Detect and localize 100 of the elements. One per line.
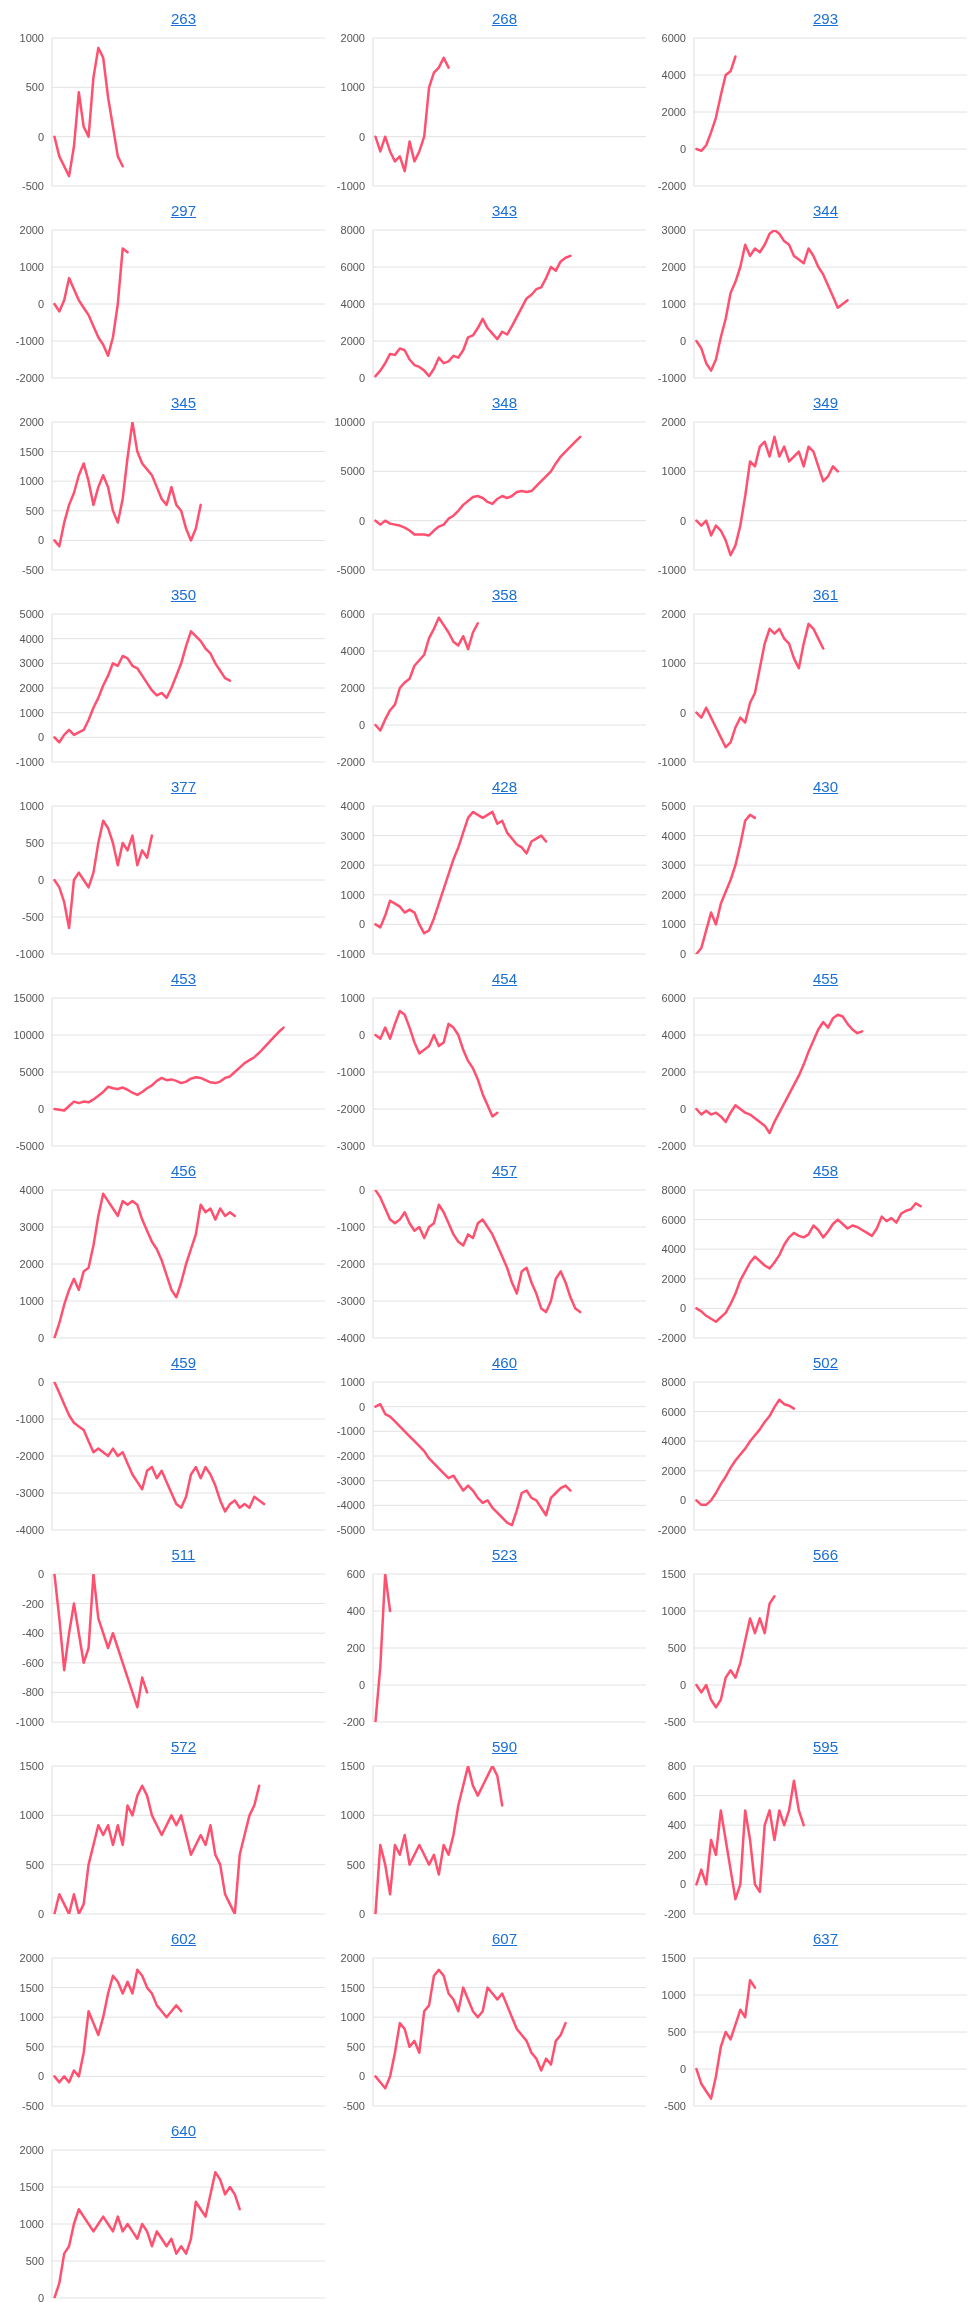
y-tick-label: 0 [679, 1494, 686, 1507]
y-tick-label: 6000 [340, 260, 365, 273]
y-tick-label: -800 [21, 1686, 44, 1699]
y-tick-label: 0 [358, 918, 365, 931]
y-tick-label: -4000 [336, 1499, 365, 1512]
y-tick-label: -2000 [657, 1523, 686, 1536]
y-tick-label: 0 [37, 2291, 44, 2302]
y-tick-label: 1500 [19, 445, 44, 458]
y-tick-label: -500 [342, 2099, 365, 2112]
y-tick-label: 1500 [19, 1759, 44, 1772]
chart-title: 637 [812, 1929, 839, 1949]
y-tick-label: -1000 [15, 334, 44, 347]
y-tick-label: 2000 [661, 888, 686, 901]
y-tick-label: 1000 [19, 2217, 44, 2230]
chart-title: 348 [491, 393, 518, 413]
y-tick-label: -2000 [15, 371, 44, 384]
y-tick-label: 0 [37, 1102, 44, 1115]
y-tick-label: 0 [358, 1028, 365, 1041]
line-series [374, 1766, 504, 1914]
chart-title: 523 [491, 1545, 518, 1565]
y-tick-label: -500 [21, 910, 44, 923]
y-tick-label: 1000 [340, 1809, 365, 1822]
y-tick-label: -500 [663, 2099, 686, 2112]
line-series [374, 1968, 567, 2090]
y-tick-label: 2000 [19, 1951, 44, 1964]
y-tick-label: 4000 [340, 297, 365, 310]
line-series [374, 1190, 582, 1314]
y-tick-label: 1000 [661, 1604, 686, 1617]
line-series [695, 1013, 864, 1135]
line-series [695, 1594, 776, 1709]
y-tick-label: -3000 [15, 1486, 44, 1499]
y-tick-label: 0 [37, 1907, 44, 1920]
y-tick-label: 0 [358, 1907, 365, 1920]
y-tick-label: -2000 [657, 1139, 686, 1152]
y-tick-label: 0 [37, 2070, 44, 2083]
y-tick-label: 2000 [340, 681, 365, 694]
y-tick-label: 4000 [340, 644, 365, 657]
line-series [374, 435, 582, 537]
y-tick-label: 1000 [340, 81, 365, 94]
y-tick-label: 0 [37, 1375, 44, 1388]
line-series [53, 1192, 237, 1338]
y-tick-label: 0 [358, 130, 365, 143]
y-tick-label: 1000 [340, 1375, 365, 1388]
y-tick-label: 1000 [661, 918, 686, 931]
y-tick-label: 1000 [19, 31, 44, 44]
y-tick-label: 200 [346, 1641, 365, 1654]
line-series [53, 422, 202, 548]
chart-title: 590 [491, 1737, 518, 1757]
y-tick-label: 1500 [19, 2180, 44, 2193]
chart-title: 607 [491, 1929, 518, 1949]
chart-title: 455 [812, 969, 839, 989]
y-tick-label: -1000 [336, 179, 365, 192]
chart-title: 602 [170, 1929, 197, 1949]
chart-title: 566 [812, 1545, 839, 1565]
chart-title: 343 [491, 201, 518, 221]
y-tick-label: -400 [21, 1627, 44, 1640]
y-tick-label: 0 [679, 947, 686, 960]
y-tick-label: 1000 [19, 1809, 44, 1822]
y-tick-label: -5000 [336, 563, 365, 576]
y-tick-label: -4000 [15, 1523, 44, 1536]
chart-title: 293 [812, 9, 839, 29]
y-tick-label: 0 [37, 130, 44, 143]
y-tick-label: 1500 [19, 1981, 44, 1994]
y-tick-label: -2000 [336, 755, 365, 768]
y-tick-label: 2000 [661, 260, 686, 273]
y-tick-label: 0 [679, 334, 686, 347]
y-tick-label: 1000 [19, 706, 44, 719]
y-tick-label: 10000 [334, 415, 365, 428]
y-tick-label: 0 [358, 371, 365, 384]
y-tick-label: 6000 [661, 991, 686, 1004]
y-tick-label: 2000 [19, 1257, 44, 1270]
y-tick-label: 1000 [19, 260, 44, 273]
y-tick-label: 2000 [19, 2143, 44, 2156]
chart-title: 460 [491, 1353, 518, 1373]
line-series [53, 46, 124, 178]
y-tick-label: 8000 [661, 1183, 686, 1196]
y-tick-label: 1000 [340, 991, 365, 1004]
chart-title: 349 [812, 393, 839, 413]
y-tick-label: 2000 [661, 607, 686, 620]
y-tick-label: -1000 [657, 755, 686, 768]
y-tick-label: 5000 [661, 799, 686, 812]
y-tick-label: 1000 [661, 297, 686, 310]
line-series [53, 1574, 149, 1709]
y-tick-label: -1000 [657, 563, 686, 576]
y-tick-label: 500 [25, 504, 44, 517]
y-tick-label: -1000 [657, 371, 686, 384]
y-tick-label: -1000 [15, 1412, 44, 1425]
y-tick-label: -200 [342, 1715, 365, 1728]
y-tick-label: -1000 [336, 1220, 365, 1233]
line-series [53, 1968, 183, 2084]
line-series [374, 1574, 392, 1722]
y-tick-label: -1000 [15, 947, 44, 960]
y-tick-label: 8000 [661, 1375, 686, 1388]
y-tick-label: 3000 [19, 657, 44, 670]
y-tick-label: 1000 [19, 2011, 44, 2024]
y-tick-label: 2000 [19, 223, 44, 236]
y-tick-label: -600 [21, 1656, 44, 1669]
y-tick-label: -1000 [336, 1425, 365, 1438]
chart-title: 502 [812, 1353, 839, 1373]
line-series [53, 1382, 266, 1513]
